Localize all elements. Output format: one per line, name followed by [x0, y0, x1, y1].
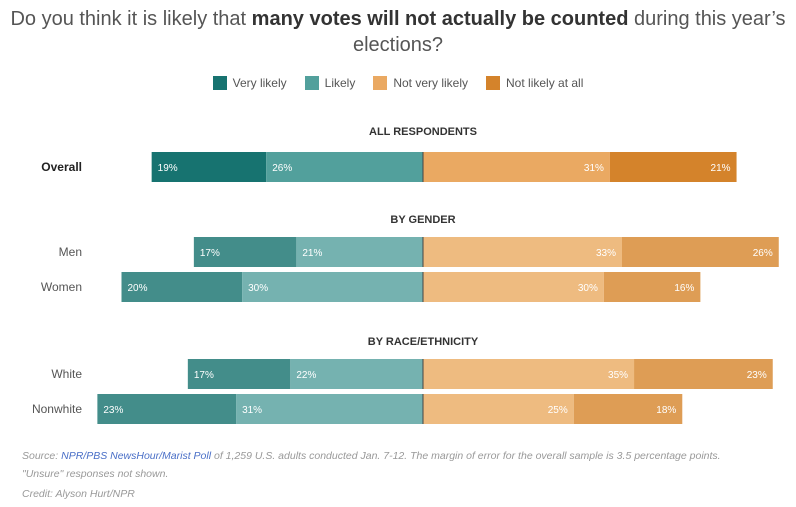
- legend: Very likely Likely Not very likely Not l…: [0, 76, 796, 90]
- credit: Credit: Alyson Hurt/NPR: [22, 488, 135, 500]
- data-label: 21%: [302, 248, 322, 259]
- title-text-end: during this year’s elections?: [352, 8, 786, 56]
- legend-item: Likely: [304, 76, 356, 90]
- legend-item: Very likely: [212, 76, 287, 90]
- bar-segment: [603, 272, 701, 302]
- unsure-note: "Unsure" responses not shown.: [22, 468, 169, 480]
- bar-segment: [193, 237, 297, 267]
- data-label: 18%: [656, 405, 676, 416]
- bar-segment: [423, 152, 610, 182]
- data-label: 23%: [747, 370, 767, 381]
- legend-label: Very likely: [232, 76, 287, 90]
- bar-segment: [634, 359, 773, 389]
- data-label: 33%: [596, 248, 616, 259]
- row-label: White: [51, 367, 82, 381]
- bar-segment: [97, 394, 237, 424]
- bar-segment: [573, 394, 683, 424]
- source-link[interactable]: NPR/PBS NewsHour/Marist Poll: [61, 450, 212, 462]
- data-label: 31%: [584, 163, 604, 174]
- row-label: Women: [41, 280, 82, 294]
- section-heading: BY RACE/ETHNICITY: [368, 336, 479, 348]
- bar-segment: [423, 394, 574, 424]
- bar-segment: [266, 152, 423, 182]
- data-label: 30%: [248, 283, 268, 294]
- legend-label: Not likely at all: [506, 76, 584, 90]
- data-label: 30%: [578, 283, 598, 294]
- data-label: 17%: [194, 370, 214, 381]
- legend-label: Not very likely: [393, 76, 469, 90]
- data-label: 26%: [272, 163, 292, 174]
- bar-segment: [290, 359, 423, 389]
- bar-segment: [609, 152, 737, 182]
- legend-swatch: [304, 76, 319, 90]
- bar-segment: [236, 394, 423, 424]
- legend-swatch: [212, 76, 227, 90]
- legend-swatch: [486, 76, 501, 90]
- legend-item: Not very likely: [373, 76, 468, 90]
- data-label: 35%: [608, 370, 628, 381]
- source-note: Source: NPR/PBS NewsHour/Marist Poll of …: [22, 450, 721, 462]
- bar-segment: [151, 152, 267, 182]
- data-label: 20%: [128, 283, 148, 294]
- legend-swatch: [373, 76, 388, 90]
- row-label: Overall: [41, 160, 82, 174]
- data-label: 31%: [242, 405, 262, 416]
- source-prefix: Source:: [22, 450, 62, 462]
- data-label: 26%: [753, 248, 773, 259]
- row-label: Nonwhite: [32, 402, 82, 416]
- legend-label: Likely: [324, 76, 356, 90]
- bar-segment: [423, 272, 604, 302]
- data-label: 25%: [548, 405, 568, 416]
- title-bold: many votes will not actually be counted: [251, 8, 629, 30]
- bar-segment: [187, 359, 291, 389]
- data-label: 19%: [158, 163, 178, 174]
- bar-segment: [242, 272, 423, 302]
- data-label: 17%: [200, 248, 220, 259]
- bar-segment: [423, 359, 635, 389]
- data-label: 22%: [296, 370, 316, 381]
- diverging-bar-chart: ALL RESPONDENTS Overall 19% 26% 31% 21% BY GEN…: [32, 126, 779, 424]
- bar-segment: [296, 237, 423, 267]
- section-heading: ALL RESPONDENTS: [369, 126, 477, 138]
- bar-segment: [121, 272, 243, 302]
- data-label: 21%: [711, 163, 731, 174]
- data-label: 23%: [103, 405, 123, 416]
- chart-title: Do you think it is likely that many vote…: [0, 6, 796, 58]
- bar-segment: [621, 237, 779, 267]
- bar-segment: [423, 237, 622, 267]
- source-rest: of 1,259 U.S. adults conducted Jan. 7-12…: [211, 450, 721, 462]
- data-label: 16%: [674, 283, 694, 294]
- title-text: Do you think it is likely that: [10, 8, 252, 30]
- section-heading: BY GENDER: [390, 214, 455, 226]
- legend-item: Not likely at all: [486, 76, 583, 90]
- row-label: Men: [59, 245, 82, 259]
